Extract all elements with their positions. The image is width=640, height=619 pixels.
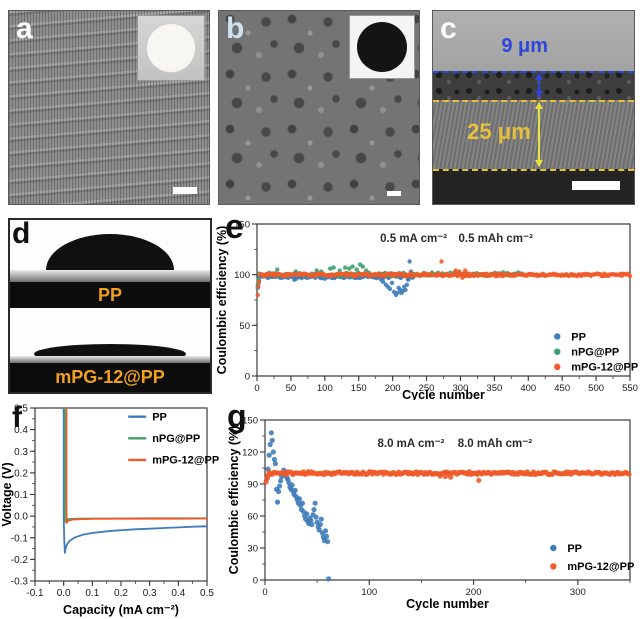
svg-text:0.0: 0.0 <box>14 512 28 523</box>
svg-text:0: 0 <box>253 576 258 587</box>
svg-text:200: 200 <box>385 383 401 394</box>
svg-text:PP: PP <box>567 543 582 555</box>
panel-c-cross-section-sem: 9 μm 25 μm <box>432 10 635 205</box>
panel-b-sem-image <box>218 10 420 205</box>
svg-text:450: 450 <box>554 383 570 394</box>
svg-text:0.5 mAh cm⁻²: 0.5 mAh cm⁻² <box>458 233 533 245</box>
svg-text:0: 0 <box>245 372 250 383</box>
svg-text:60: 60 <box>247 512 258 523</box>
svg-text:Coulombic efficiency (%): Coulombic efficiency (%) <box>227 426 241 575</box>
svg-text:90: 90 <box>247 480 258 491</box>
svg-text:0: 0 <box>262 587 267 598</box>
svg-text:0.5: 0.5 <box>14 404 28 415</box>
svg-text:100: 100 <box>361 587 377 598</box>
svg-text:-0.3: -0.3 <box>11 577 29 588</box>
svg-text:350: 350 <box>486 383 502 394</box>
panel-a-sem-image <box>8 10 210 205</box>
svg-text:0.3: 0.3 <box>14 447 28 458</box>
pp-top-dashed-line <box>433 99 634 102</box>
svg-text:-0.1: -0.1 <box>26 588 44 599</box>
panel-d-contact-angle: PP mPG-12@PP <box>8 218 212 394</box>
svg-text:0.5 mA cm⁻²: 0.5 mA cm⁻² <box>380 233 447 245</box>
svg-text:50: 50 <box>286 383 297 394</box>
contact-angle-photo-mpg: mPG-12@PP <box>10 308 210 392</box>
contact-angle-photo-pp: PP <box>10 220 210 308</box>
svg-text:mPG-12@PP: mPG-12@PP <box>152 455 219 467</box>
svg-text:0.1: 0.1 <box>14 490 28 501</box>
chart-f-voltage-capacity: -0.1 0.0 0.1 0.2 0.3 0.4 0.5 -0.3 -0.2 -0.1 0.0 0.1… <box>2 404 219 618</box>
panel-b-inset-photo <box>349 15 415 79</box>
svg-text:PP: PP <box>571 331 586 343</box>
svg-text:0.2: 0.2 <box>114 588 128 599</box>
svg-text:0.0: 0.0 <box>57 588 71 599</box>
svg-text:mPG-12@PP: mPG-12@PP <box>567 561 634 573</box>
svg-text:0.2: 0.2 <box>14 468 28 479</box>
black-coated-separator-disc <box>357 22 407 72</box>
panel-e-label: e <box>225 208 244 246</box>
scale-bar <box>572 181 620 190</box>
svg-text:mPG-12@PP: mPG-12@PP <box>571 362 638 374</box>
svg-text:100: 100 <box>317 383 333 394</box>
svg-text:150: 150 <box>351 383 367 394</box>
svg-text:200: 200 <box>466 587 482 598</box>
svg-text:0.4: 0.4 <box>14 425 28 436</box>
panel-c-label: c <box>440 12 457 45</box>
panel-f-label: f <box>12 401 22 434</box>
pp-thickness-arrow-icon <box>534 101 543 168</box>
svg-text:150: 150 <box>242 416 258 427</box>
panel-a-label: a <box>16 12 33 45</box>
svg-text:400: 400 <box>520 383 536 394</box>
chart-g-coulombic-efficiency-8p0: 0 100 200 300 0 30 60 90 120 150 Cycle number Coulo… <box>227 416 634 612</box>
pp-thickness-value: 25 μm <box>467 119 531 144</box>
pp-substrate-label: PP <box>97 284 122 305</box>
svg-text:550: 550 <box>622 383 638 394</box>
coating-thickness-value: 9 μm <box>501 35 549 58</box>
svg-text:-0.1: -0.1 <box>11 533 29 544</box>
svg-text:Cycle number: Cycle number <box>406 597 489 611</box>
svg-text:0.3: 0.3 <box>143 588 157 599</box>
svg-text:Coulombic efficiency (%): Coulombic efficiency (%) <box>215 226 229 375</box>
svg-text:120: 120 <box>242 448 258 459</box>
chart-e-coulombic-efficiency-0p5: 0 50 100 150 200 250 300 350 400 450 500 550 0 50 100 1… <box>215 220 638 401</box>
pp-bottom-dashed-line <box>433 169 634 172</box>
white-separator-disc <box>146 23 196 73</box>
svg-text:300: 300 <box>453 383 469 394</box>
svg-text:nPG@PP: nPG@PP <box>571 346 619 358</box>
svg-text:nPG@PP: nPG@PP <box>152 433 200 445</box>
svg-text:Voltage (V): Voltage (V) <box>2 462 14 526</box>
svg-text:150: 150 <box>234 220 250 231</box>
coating-top-dashed-line <box>433 70 634 73</box>
svg-text:0.1: 0.1 <box>85 588 99 599</box>
scale-bar <box>173 187 197 194</box>
panel-a-inset-photo <box>137 15 205 81</box>
panel-b-label: b <box>226 12 245 45</box>
svg-text:-0.2: -0.2 <box>11 555 29 566</box>
svg-text:50: 50 <box>239 321 250 332</box>
svg-text:0: 0 <box>254 383 259 394</box>
svg-text:500: 500 <box>588 383 604 394</box>
svg-text:250: 250 <box>419 383 435 394</box>
svg-text:PP: PP <box>152 411 167 423</box>
svg-text:300: 300 <box>570 587 586 598</box>
panel-d-label: d <box>12 217 31 250</box>
scale-bar <box>387 191 401 196</box>
coating-thickness-arrow-icon <box>534 72 543 99</box>
mpg-substrate-label: mPG-12@PP <box>55 367 165 387</box>
svg-text:Capacity (mA cm⁻²): Capacity (mA cm⁻²) <box>63 603 179 617</box>
svg-text:8.0 mAh cm⁻²: 8.0 mAh cm⁻² <box>458 438 533 450</box>
svg-text:100: 100 <box>234 270 250 281</box>
svg-text:8.0 mA cm⁻²: 8.0 mA cm⁻² <box>377 438 444 450</box>
svg-text:0.4: 0.4 <box>171 588 185 599</box>
panel-g-label: g <box>227 398 247 434</box>
svg-text:0.5: 0.5 <box>200 588 214 599</box>
svg-text:Cycle number: Cycle number <box>402 388 485 400</box>
svg-text:30: 30 <box>247 544 258 555</box>
